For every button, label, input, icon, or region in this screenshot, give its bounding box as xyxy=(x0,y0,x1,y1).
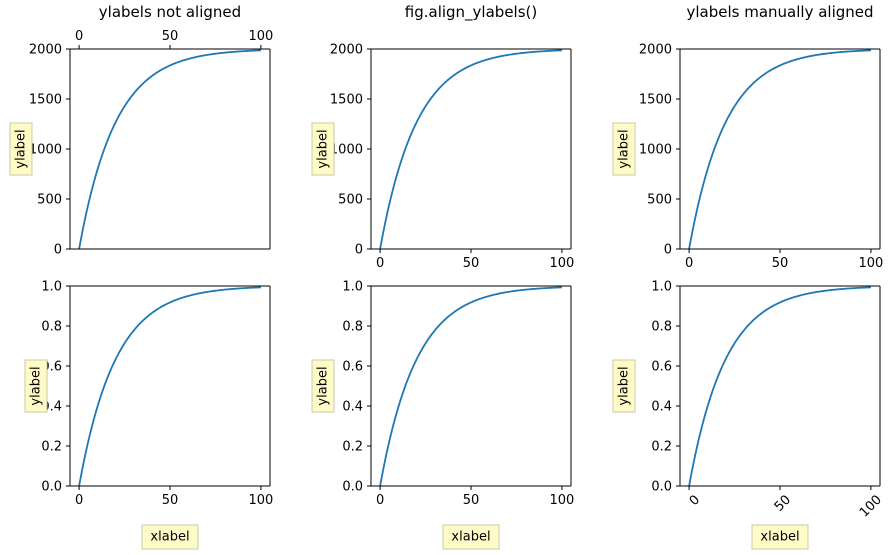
series-line xyxy=(78,286,261,487)
y-tick-label: 500 xyxy=(647,193,672,208)
y-tick-label: 0.0 xyxy=(651,480,672,495)
y-tick-label: 2000 xyxy=(29,43,62,58)
subplot-5: 0.0 0.2 0.4 0.6 0.8 1.0 0 50 100 ylabel xlabel xyxy=(311,280,574,550)
y-tick-label: 1500 xyxy=(29,93,62,108)
x-tick-label: 100 xyxy=(549,493,574,508)
y-tick-label: 500 xyxy=(37,193,62,208)
xlabel: xlabel xyxy=(150,530,189,545)
subplot-3: 0 500 1000 1500 2000 0 50 100 ylabels manually a… xyxy=(612,3,883,271)
series-line xyxy=(688,286,871,487)
y-tick-label: 0.0 xyxy=(41,480,62,495)
x-tick-label: 0 xyxy=(687,492,703,508)
ylabel: ylabel xyxy=(617,129,632,168)
x-tick-label: 100 xyxy=(857,492,885,520)
x-tick-label: 0 xyxy=(75,29,83,44)
ylabel-box xyxy=(311,359,335,413)
y-tick-label: 1500 xyxy=(639,93,672,108)
subplot-1: 0 500 1000 1500 2000 0 50 100 ylabels not aligne… xyxy=(9,3,273,258)
x-tick-label: 50 xyxy=(772,256,789,271)
x-tick-label: 50 xyxy=(162,29,179,44)
x-tick-label: 0 xyxy=(685,256,693,271)
y-tick-label: 1000 xyxy=(639,143,672,158)
y-tick-label: 0.0 xyxy=(342,480,363,495)
x-tick-label: 0 xyxy=(376,493,384,508)
xlabel-box xyxy=(141,524,199,550)
y-tick-label: 0.2 xyxy=(41,440,62,455)
subplot-title: ylabels manually aligned xyxy=(686,3,873,21)
y-tick-label: 2000 xyxy=(639,43,672,58)
ylabel-box xyxy=(311,122,335,176)
x-tick-label: 100 xyxy=(858,256,883,271)
y-tick-label: 0.2 xyxy=(651,440,672,455)
xlabel: xlabel xyxy=(760,530,799,545)
x-tick-label: 50 xyxy=(162,493,179,508)
ylabel: ylabel xyxy=(14,129,29,168)
ylabel: ylabel xyxy=(617,366,632,405)
y-tick-label: 0 xyxy=(664,243,672,258)
series-line xyxy=(379,49,562,250)
y-tick-label: 1000 xyxy=(29,143,62,158)
y-tick-label: 1.0 xyxy=(41,280,62,295)
y-tick-label: 0.6 xyxy=(342,360,363,375)
y-tick-label: 2000 xyxy=(330,43,363,58)
y-tick-label: 0.8 xyxy=(342,320,363,335)
ylabel-box xyxy=(612,359,636,413)
y-tick-label: 0.4 xyxy=(342,400,363,415)
x-tick-label: 0 xyxy=(75,493,83,508)
y-tick-label: 500 xyxy=(338,193,363,208)
y-tick-label: 0 xyxy=(355,243,363,258)
y-tick-label: 0.8 xyxy=(651,320,672,335)
ylabel-box xyxy=(612,122,636,176)
x-tick-label: 100 xyxy=(248,493,273,508)
series-line xyxy=(379,286,562,487)
subplot-2: 0 500 1000 1500 2000 0 50 100 fig.align_ylabels(… xyxy=(311,3,574,271)
y-tick-label: 1.0 xyxy=(651,280,672,295)
subplot-title: fig.align_ylabels() xyxy=(405,3,537,22)
series-line xyxy=(78,49,261,250)
series-line xyxy=(688,49,871,250)
x-tick-label: 100 xyxy=(549,256,574,271)
xlabel-box xyxy=(751,524,809,550)
subplot-6: 0.0 0.2 0.4 0.6 0.8 1.0 0 50 100 ylabel xlabel xyxy=(612,280,885,550)
ylabel: ylabel xyxy=(316,366,331,405)
subplot-title: ylabels not aligned xyxy=(99,3,241,21)
y-tick-label: 1.0 xyxy=(342,280,363,295)
x-tick-label: 100 xyxy=(248,29,273,44)
y-tick-label: 0.2 xyxy=(342,440,363,455)
x-tick-label: 50 xyxy=(463,256,480,271)
xlabel-box xyxy=(442,524,500,550)
y-tick-label: 1500 xyxy=(330,93,363,108)
ylabel-box xyxy=(9,122,33,176)
x-tick-label: 0 xyxy=(376,256,384,271)
y-tick-label: 1000 xyxy=(330,143,363,158)
x-tick-label: 50 xyxy=(463,493,480,508)
y-tick-label: 0.4 xyxy=(651,400,672,415)
ylabel-box xyxy=(24,359,48,413)
ylabel: ylabel xyxy=(29,366,44,405)
x-tick-label: 50 xyxy=(772,492,794,514)
y-tick-label: 0.6 xyxy=(651,360,672,375)
y-tick-label: 0 xyxy=(54,243,62,258)
xlabel: xlabel xyxy=(451,530,490,545)
ylabel: ylabel xyxy=(316,129,331,168)
y-tick-label: 0.8 xyxy=(41,320,62,335)
